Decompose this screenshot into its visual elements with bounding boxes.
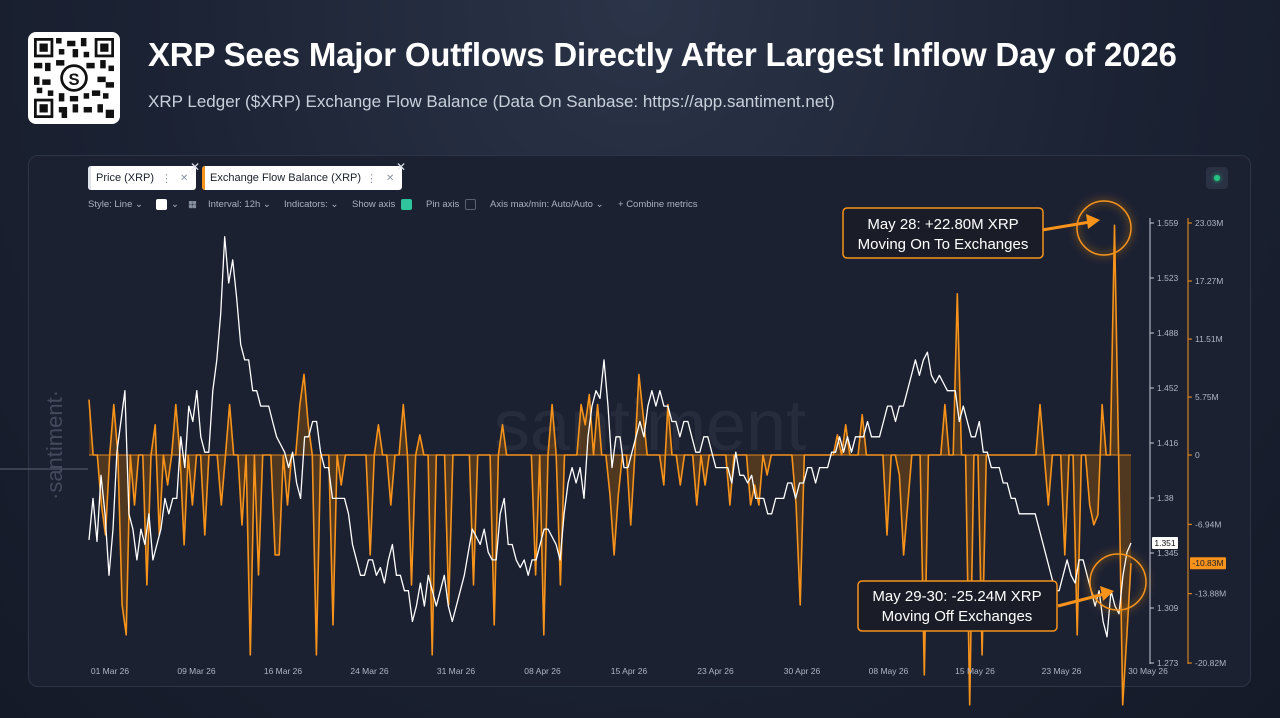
style-label: Style: Line (88, 199, 133, 210)
close-icon[interactable]: ✕ (396, 160, 407, 174)
tab-price[interactable]: Price (XRP) ⋮ ✕ (88, 166, 196, 190)
tab-price-menu-icon[interactable]: ⋮ (161, 172, 172, 185)
page-title: XRP Sees Major Outflows Directly After L… (148, 36, 1177, 73)
chart-panel (28, 155, 1251, 687)
tab-exchange-flow[interactable]: Exchange Flow Balance (XRP) ⋮ ✕ (202, 166, 402, 190)
tab-exchange-flow-label: Exchange Flow Balance (XRP) (210, 172, 362, 184)
tab-price-label: Price (XRP) (96, 172, 155, 184)
show-axis-checkbox[interactable] (401, 199, 412, 210)
tab-price-remove-icon[interactable]: ✕ (180, 172, 189, 184)
qr-code-icon: S (34, 38, 114, 118)
tab-exchange-flow-color-bar (202, 166, 205, 190)
page-subtitle: XRP Ledger ($XRP) Exchange Flow Balance … (148, 92, 835, 111)
pin-axis-checkbox[interactable] (465, 199, 476, 210)
style-select[interactable]: Style: Line ⌄ (88, 199, 143, 210)
axis-minmax-label: Axis max/min: Auto/Auto (490, 199, 593, 210)
color-chevron-icon[interactable]: ⌄ (171, 199, 179, 210)
combine-metrics-label: Combine metrics (626, 199, 698, 210)
qr-code: S (28, 32, 120, 124)
tab-exchange-flow-menu-icon[interactable]: ⋮ (366, 172, 377, 185)
tab-exchange-flow-remove-icon[interactable]: ✕ (386, 172, 395, 184)
interval-label: Interval: 12h (208, 199, 261, 210)
svg-text:S: S (68, 70, 79, 89)
tab-price-color-bar (88, 166, 91, 190)
combine-metrics-button[interactable]: + Combine metrics (618, 199, 698, 210)
interval-select[interactable]: Interval: 12h ⌄ (208, 199, 271, 210)
close-icon[interactable]: ✕ (190, 160, 201, 174)
show-axis-label: Show axis (352, 199, 396, 210)
indicators-select[interactable]: Indicators: ⌄ (284, 199, 339, 210)
status-indicator-button[interactable] (1206, 167, 1228, 189)
color-swatch[interactable] (156, 199, 167, 210)
pin-axis-label: Pin axis (426, 199, 460, 210)
interval-icon: ▦ (188, 199, 197, 210)
axis-minmax-select[interactable]: Axis max/min: Auto/Auto ⌄ (490, 199, 604, 210)
indicators-label: Indicators: (284, 199, 328, 210)
